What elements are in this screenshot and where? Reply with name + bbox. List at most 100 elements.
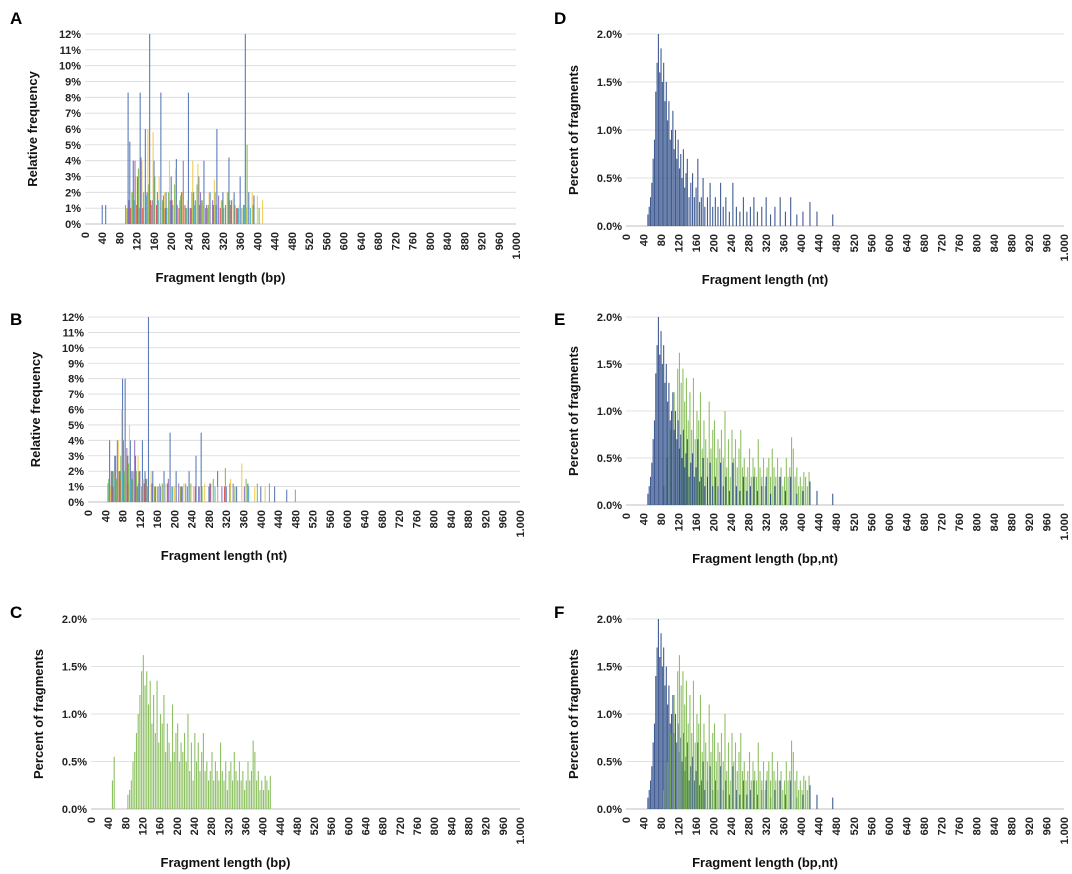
y-tick-label: 1.0% — [62, 709, 87, 721]
bar — [666, 761, 668, 809]
bar — [136, 486, 138, 502]
bar — [256, 483, 258, 502]
x-tick-label: 240 — [189, 817, 201, 835]
y-tick-label: 4% — [65, 156, 81, 168]
x-axis-label: Fragment length (bp,nt) — [692, 855, 838, 870]
bar — [700, 780, 702, 809]
bar — [183, 483, 185, 502]
bar — [746, 794, 748, 809]
x-tick-label: 1.000 — [515, 817, 527, 845]
bar — [787, 780, 789, 809]
bar — [796, 493, 798, 505]
bar — [699, 481, 701, 505]
bar — [229, 483, 231, 502]
x-tick-label: 600 — [342, 510, 354, 528]
bar — [688, 476, 690, 505]
bar — [719, 448, 721, 505]
bar — [743, 458, 745, 505]
x-tick-label: 800 — [971, 234, 983, 252]
bar — [129, 141, 131, 224]
bar — [218, 195, 220, 224]
bar — [806, 486, 808, 505]
x-tick-label: 240 — [187, 510, 199, 528]
bar — [705, 742, 707, 809]
bar — [160, 486, 162, 502]
bar — [128, 200, 130, 224]
y-tick-label: 2.0% — [597, 312, 622, 324]
bar — [740, 733, 742, 809]
bar — [768, 761, 770, 809]
bar — [664, 382, 666, 505]
bar — [672, 695, 674, 809]
bar — [141, 440, 143, 502]
bar — [146, 192, 148, 224]
bar — [689, 392, 691, 505]
bar — [127, 794, 129, 809]
y-tick-label: 2.0% — [597, 29, 622, 41]
x-tick-label: 440 — [270, 232, 282, 250]
x-tick-label: 280 — [744, 513, 756, 531]
bar — [779, 197, 781, 226]
bar — [193, 192, 195, 224]
bar — [669, 420, 671, 505]
bar — [688, 197, 690, 226]
bar — [684, 401, 686, 505]
x-tick-label: 120 — [132, 232, 144, 250]
bar — [671, 130, 673, 226]
x-tick-label: 320 — [761, 513, 773, 531]
bar — [258, 208, 260, 224]
x-tick-label: 40 — [97, 232, 109, 244]
bar — [194, 733, 196, 809]
bar — [232, 780, 234, 809]
bar — [214, 192, 216, 224]
y-axis-label: Percent of fragments — [566, 65, 581, 195]
bar — [224, 205, 227, 224]
x-tick-label: 720 — [395, 817, 407, 835]
x-tick-label: 560 — [866, 234, 878, 252]
bar — [678, 448, 680, 505]
bar — [664, 101, 666, 226]
bar — [178, 483, 180, 502]
bar — [652, 158, 654, 226]
bar — [792, 752, 794, 809]
bar — [243, 205, 246, 224]
series-illumina — [663, 655, 810, 809]
bar — [699, 785, 701, 809]
bar — [180, 742, 182, 809]
x-tick-label: 480 — [290, 510, 302, 528]
bar — [249, 208, 252, 224]
bar — [775, 780, 777, 809]
x-tick-label: 160 — [691, 817, 703, 835]
bar — [190, 483, 192, 502]
bar — [156, 486, 158, 502]
bar — [199, 205, 201, 224]
bar — [157, 486, 159, 502]
bar — [111, 780, 113, 809]
bar — [755, 780, 758, 809]
bar — [720, 462, 722, 505]
bar — [114, 455, 116, 502]
y-tick-label: 0.5% — [597, 757, 622, 769]
bar — [189, 208, 191, 224]
bar — [746, 490, 748, 505]
bar — [796, 214, 798, 226]
bar — [756, 211, 758, 226]
bar — [685, 680, 687, 809]
bar — [144, 471, 146, 502]
bar — [733, 458, 735, 505]
bar — [785, 458, 787, 505]
bar — [268, 483, 270, 502]
bar — [142, 655, 144, 809]
bar — [240, 780, 242, 809]
bar — [832, 493, 834, 505]
x-tick-label: 600 — [884, 513, 896, 531]
bar — [778, 780, 780, 809]
bar — [153, 160, 155, 224]
y-tick-label: 0% — [65, 219, 81, 231]
x-tick-label: 880 — [459, 232, 471, 250]
bar — [206, 761, 208, 809]
y-tick-label: 5% — [65, 140, 81, 152]
y-tick-label: 2.0% — [62, 614, 87, 626]
bar — [214, 761, 216, 809]
bar — [782, 790, 784, 809]
